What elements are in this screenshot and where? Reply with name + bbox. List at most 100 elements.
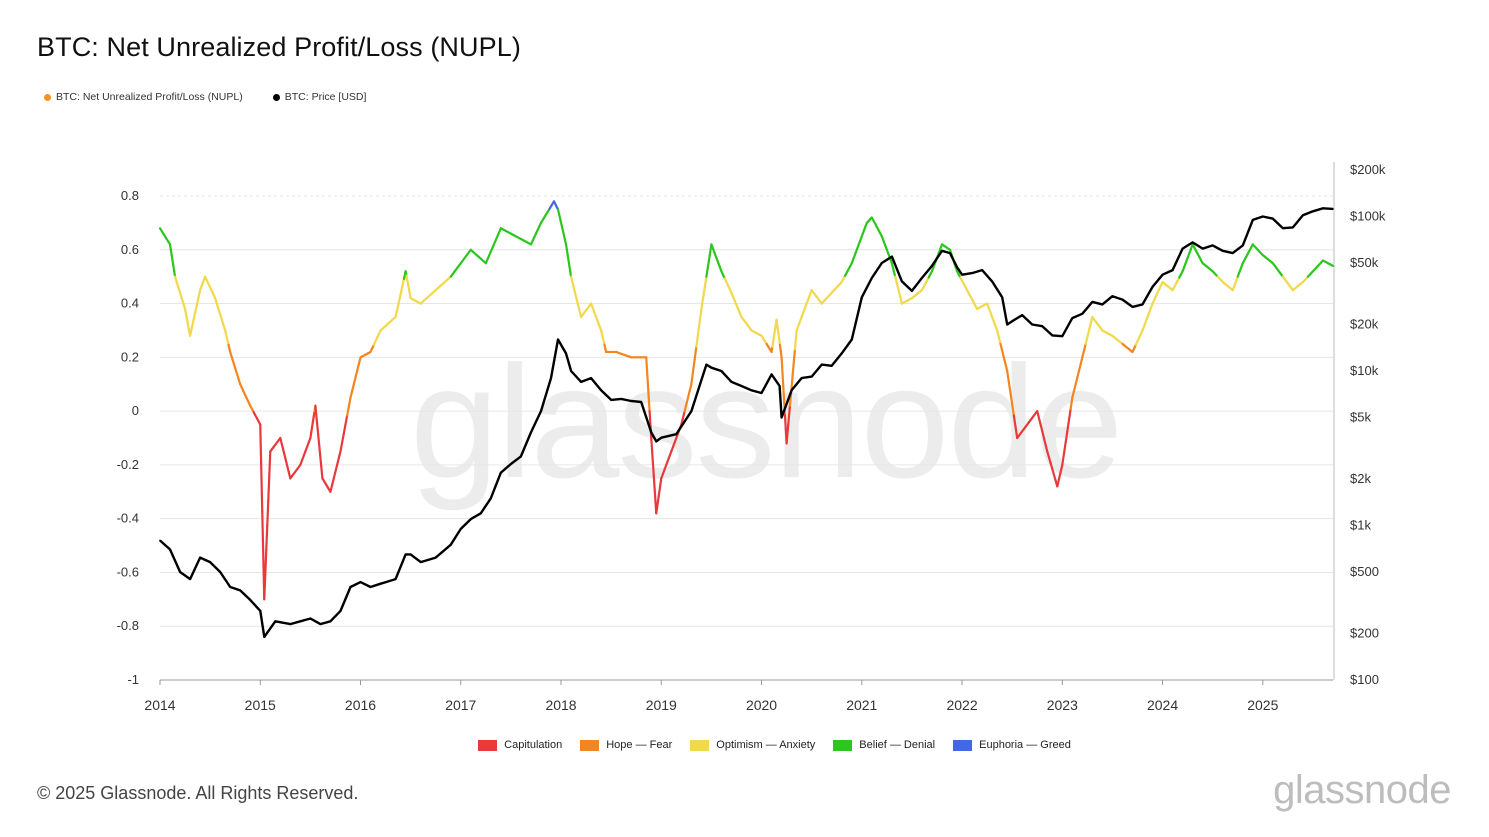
zone-item-belief-denial[interactable]: Belief — Denial [833, 739, 935, 751]
price-point [249, 599, 252, 601]
nupl-segment [314, 404, 318, 419]
nupl-segment [266, 499, 270, 527]
nupl-segment [1012, 414, 1017, 428]
nupl-segment [781, 370, 785, 388]
nupl-segment [1011, 403, 1015, 417]
x-tick-label: 2015 [245, 697, 276, 713]
price-point [299, 620, 302, 623]
price-point [1231, 252, 1234, 254]
y-tick-left: -0.8 [117, 618, 139, 633]
price-point [690, 410, 693, 412]
nupl-segment [1066, 418, 1071, 433]
zone-swatch-optimism-anxiety [690, 739, 710, 751]
y-tick-right: $500 [1350, 564, 1379, 579]
price-point [263, 636, 266, 638]
price-point [557, 338, 559, 341]
nupl-segment [1081, 349, 1086, 359]
nupl-segment [268, 450, 272, 478]
price-point [1121, 298, 1124, 301]
price-point [860, 296, 863, 299]
price-point [1021, 314, 1024, 316]
zone-item-optimism-anxiety[interactable]: Optimism — Anxiety [690, 739, 815, 751]
nupl-segment [1086, 329, 1091, 339]
zone-item-euphoria-greed[interactable]: Euphoria — Greed [953, 739, 1071, 751]
price-point [620, 398, 622, 400]
price-point [871, 277, 873, 279]
nupl-segment [795, 322, 801, 332]
nupl-segment [785, 423, 790, 445]
nupl-segment [706, 254, 711, 268]
nupl-segment [332, 470, 337, 480]
nupl-segment [261, 539, 265, 572]
series-legend: BTC: Net Unrealized Profit/Loss (NUPL) B… [44, 91, 366, 103]
nupl-segment [349, 389, 354, 399]
price-point [760, 392, 763, 394]
price-point [329, 620, 332, 623]
nupl-segment [681, 410, 686, 419]
price-point [459, 528, 462, 530]
nupl-segment [1330, 263, 1335, 268]
price-point [981, 269, 983, 271]
nupl-segment [899, 295, 903, 305]
price-point [1251, 219, 1254, 221]
price-point [750, 389, 753, 392]
price-point [1282, 227, 1284, 230]
y-tick-right: $2k [1350, 471, 1371, 486]
nupl-segment [1006, 369, 1010, 384]
x-tick-label: 2016 [345, 697, 376, 713]
nupl-segment [351, 383, 355, 393]
nupl-segment [686, 389, 691, 399]
price-point [434, 556, 437, 559]
price-point [800, 377, 803, 379]
nupl-segment [190, 319, 195, 330]
zone-swatch-belief-denial [833, 739, 853, 751]
nupl-segment [316, 428, 321, 444]
x-tick-label: 2018 [545, 697, 576, 713]
nupl-segment [680, 416, 685, 426]
nupl-segment [284, 457, 289, 466]
price-point [1272, 217, 1274, 220]
nupl-segment [645, 369, 650, 386]
y-tick-right: $1k [1350, 518, 1371, 533]
price-point [1011, 320, 1013, 323]
y-tick-right: $20k [1350, 316, 1379, 331]
nupl-segment [803, 302, 808, 312]
price-point [580, 381, 582, 383]
nupl-segment [1079, 356, 1084, 366]
nupl-segment [798, 315, 803, 325]
nupl-segment [1004, 362, 1009, 372]
price-point [274, 620, 277, 623]
price-point [510, 463, 512, 465]
y-tick-left: 0.4 [121, 296, 139, 311]
nupl-segment [650, 436, 654, 452]
nupl-segment [1064, 430, 1069, 444]
nupl-segment [193, 304, 198, 315]
price-point [956, 266, 958, 268]
nupl-segment [895, 282, 900, 292]
price-point [971, 272, 973, 274]
price-point [394, 578, 397, 580]
price-point [1091, 301, 1094, 303]
price-point [379, 582, 382, 585]
x-tick-label: 2021 [846, 697, 877, 713]
legend-item-nupl[interactable]: BTC: Net Unrealized Profit/Loss (NUPL) [44, 91, 243, 103]
x-tick-label: 2017 [445, 697, 476, 713]
zone-item-capitulation[interactable]: Capitulation [478, 739, 562, 751]
nupl-segment [331, 477, 335, 487]
legend-item-price[interactable]: BTC: Price [USD] [272, 91, 366, 103]
price-point [349, 586, 352, 588]
nupl-segment [700, 297, 705, 311]
nupl-segment [279, 436, 284, 446]
y-tick-left: 0 [132, 403, 139, 418]
nupl-segment [1061, 452, 1066, 466]
nupl-segment [1007, 380, 1012, 395]
nupl-segment [339, 441, 344, 453]
zone-item-hope-fear[interactable]: Hope — Fear [580, 739, 672, 751]
zone-label-optimism-anxiety: Optimism — Anxiety [716, 739, 816, 751]
price-point [199, 556, 201, 559]
price-point [820, 363, 823, 366]
nupl-segment [890, 262, 895, 272]
price-point [530, 431, 532, 434]
nupl-segment [793, 329, 798, 351]
price-point [404, 553, 407, 556]
